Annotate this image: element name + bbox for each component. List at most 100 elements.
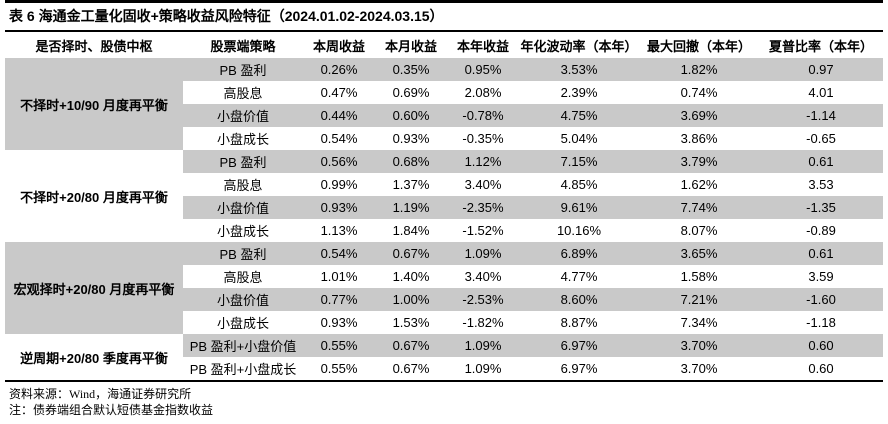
value-cell: 10.16% bbox=[519, 219, 639, 242]
value-cell: 0.93% bbox=[375, 127, 447, 150]
column-header: 本年收益 bbox=[447, 32, 519, 58]
source-note: 资料来源：Wind，海通证券研究所 bbox=[9, 387, 192, 401]
table-row: 不择时+20/80 月度再平衡 PB 盈利 0.56% 0.68% 1.12% 7.15%… bbox=[5, 150, 883, 242]
group-cell: 逆周期+20/80 季度再平衡 bbox=[5, 334, 183, 380]
strategy-cell: 小盘成长 bbox=[183, 127, 303, 150]
column-header: 本月收益 bbox=[375, 32, 447, 58]
strategy-cell: 高股息 bbox=[183, 173, 303, 196]
group-cell: 不择时+20/80 月度再平衡 bbox=[5, 150, 183, 242]
value-cell: -0.65 bbox=[759, 127, 883, 150]
value-cell: 0.26% bbox=[303, 58, 375, 81]
table-row: 不择时+10/90 月度再平衡 PB 盈利 0.26% 0.35% 0.95% 3.53%… bbox=[5, 58, 883, 150]
table-title: 表 6 海通金工量化固收+策略收益风险特征（2024.01.02-2024.03… bbox=[9, 8, 444, 24]
value-cell: 1.19% bbox=[375, 196, 447, 219]
value-cell: 1.84% bbox=[375, 219, 447, 242]
value-cell: 8.07% bbox=[639, 219, 759, 242]
value-cell: 3.53% bbox=[519, 58, 639, 81]
value-cell: 3.59 bbox=[759, 265, 883, 288]
table-row: 逆周期+20/80 季度再平衡 PB 盈利+小盘价值 0.55% 0.67% 1.09%… bbox=[5, 334, 883, 380]
value-cell: 1.12% bbox=[447, 150, 519, 173]
value-cell: 1.01% bbox=[303, 265, 375, 288]
value-cell: 8.60% bbox=[519, 288, 639, 311]
value-cell: 0.97 bbox=[759, 58, 883, 81]
table-header-row: 是否择时、股债中枢 股票端策略 本周收益 本月收益 本年收益 年化波动率（本年） 最大回撤（… bbox=[5, 32, 883, 58]
value-cell: 0.61 bbox=[759, 242, 883, 265]
table-row: 小盘成长 0.93% 1.53% -1.82% 8.87% 7.34% -1.18 bbox=[5, 311, 883, 334]
value-cell: -1.14 bbox=[759, 104, 883, 127]
value-cell: 5.04% bbox=[519, 127, 639, 150]
value-cell: 0.44% bbox=[303, 104, 375, 127]
group-cell: 不择时+10/90 月度再平衡 bbox=[5, 58, 183, 150]
strategy-cell: 小盘价值 bbox=[183, 196, 303, 219]
table-row: 高股息 1.01% 1.40% 3.40% 4.77% 1.58% 3.59 bbox=[5, 265, 883, 288]
value-cell: -2.35% bbox=[447, 196, 519, 219]
value-cell: 0.68% bbox=[375, 150, 447, 173]
value-cell: 4.77% bbox=[519, 265, 639, 288]
column-header: 夏普比率（本年） bbox=[759, 32, 883, 58]
value-cell: 4.75% bbox=[519, 104, 639, 127]
table-row: 宏观择时+20/80 月度再平衡 PB 盈利 0.54% 0.67% 1.09% 6.89… bbox=[5, 242, 883, 334]
value-cell: 0.60% bbox=[375, 104, 447, 127]
strategy-cell: 小盘成长 bbox=[183, 219, 303, 242]
value-cell: -0.89 bbox=[759, 219, 883, 242]
value-cell: -1.52% bbox=[447, 219, 519, 242]
value-cell: 1.37% bbox=[375, 173, 447, 196]
top-rule bbox=[5, 0, 883, 3]
column-header: 年化波动率（本年） bbox=[519, 32, 639, 58]
table-body: 不择时+10/90 月度再平衡 PB 盈利 0.26% 0.35% 0.95% 3.53%… bbox=[5, 58, 883, 380]
value-cell: 3.40% bbox=[447, 173, 519, 196]
value-cell: 1.40% bbox=[375, 265, 447, 288]
value-cell: -0.35% bbox=[447, 127, 519, 150]
column-header: 本周收益 bbox=[303, 32, 375, 58]
value-cell: 1.13% bbox=[303, 219, 375, 242]
value-cell: 0.95% bbox=[447, 58, 519, 81]
title-rule bbox=[5, 30, 883, 32]
value-cell: 0.67% bbox=[375, 242, 447, 265]
table-row: 高股息 0.47% 0.69% 2.08% 2.39% 0.74% 4.01 bbox=[5, 81, 883, 104]
group-cell: 宏观择时+20/80 月度再平衡 bbox=[5, 242, 183, 334]
strategy-cell: PB 盈利+小盘成长 bbox=[183, 357, 303, 380]
value-cell: 1.00% bbox=[375, 288, 447, 311]
value-cell: 7.74% bbox=[639, 196, 759, 219]
value-cell: 0.61 bbox=[759, 150, 883, 173]
data-table: 是否择时、股债中枢 股票端策略 本周收益 本月收益 本年收益 年化波动率（本年） 最大回撤（… bbox=[5, 32, 883, 380]
value-cell: 3.86% bbox=[639, 127, 759, 150]
table-row: 高股息 0.99% 1.37% 3.40% 4.85% 1.62% 3.53 bbox=[5, 173, 883, 196]
table-row: 小盘价值 0.93% 1.19% -2.35% 9.61% 7.74% -1.35 bbox=[5, 196, 883, 219]
value-cell: 0.77% bbox=[303, 288, 375, 311]
value-cell: -1.82% bbox=[447, 311, 519, 334]
table-row: 小盘成长 1.13% 1.84% -1.52% 10.16% 8.07% -0.89 bbox=[5, 219, 883, 242]
table-row: 小盘价值 0.44% 0.60% -0.78% 4.75% 3.69% -1.14 bbox=[5, 104, 883, 127]
value-cell: 0.54% bbox=[303, 242, 375, 265]
value-cell: 6.97% bbox=[519, 357, 639, 380]
value-cell: 1.53% bbox=[375, 311, 447, 334]
value-cell: 0.74% bbox=[639, 81, 759, 104]
value-cell: 0.54% bbox=[303, 127, 375, 150]
value-cell: -1.60 bbox=[759, 288, 883, 311]
value-cell: 1.58% bbox=[639, 265, 759, 288]
value-cell: 3.70% bbox=[639, 334, 759, 357]
table-row: 小盘价值 0.77% 1.00% -2.53% 8.60% 7.21% -1.60 bbox=[5, 288, 883, 311]
value-cell: 1.09% bbox=[447, 242, 519, 265]
value-cell: 4.01 bbox=[759, 81, 883, 104]
strategy-cell: 小盘价值 bbox=[183, 288, 303, 311]
value-cell: 3.79% bbox=[639, 150, 759, 173]
footnote: 注：债券端组合默认短债基金指数收益 bbox=[9, 403, 214, 417]
column-header: 股票端策略 bbox=[183, 32, 303, 58]
strategy-cell: 小盘价值 bbox=[183, 104, 303, 127]
value-cell: 3.40% bbox=[447, 265, 519, 288]
value-cell: 3.53 bbox=[759, 173, 883, 196]
value-cell: 9.61% bbox=[519, 196, 639, 219]
value-cell: 1.82% bbox=[639, 58, 759, 81]
value-cell: 6.89% bbox=[519, 242, 639, 265]
value-cell: 0.60 bbox=[759, 334, 883, 357]
strategy-cell: PB 盈利 bbox=[183, 150, 303, 173]
value-cell: 0.67% bbox=[375, 334, 447, 357]
value-cell: 7.34% bbox=[639, 311, 759, 334]
value-cell: 3.69% bbox=[639, 104, 759, 127]
value-cell: 3.70% bbox=[639, 357, 759, 380]
column-header: 最大回撤（本年） bbox=[639, 32, 759, 58]
strategy-cell: 小盘成长 bbox=[183, 311, 303, 334]
value-cell: 1.62% bbox=[639, 173, 759, 196]
